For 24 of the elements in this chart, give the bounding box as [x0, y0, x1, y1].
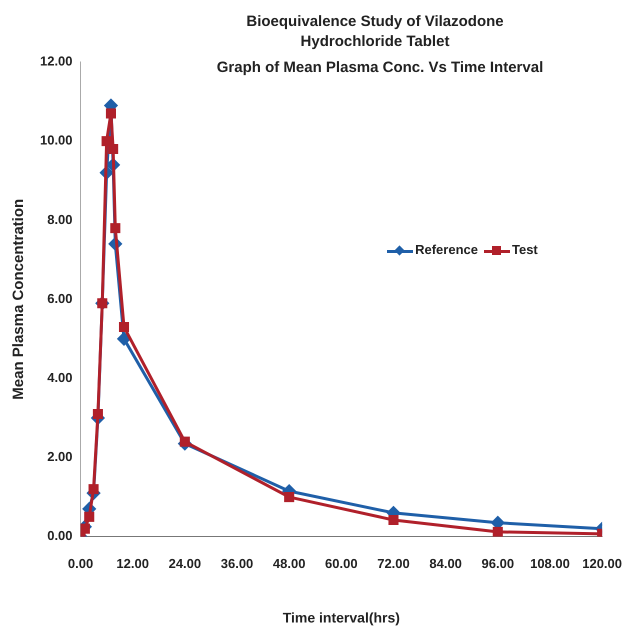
y-tick-label: 6.00: [47, 290, 73, 306]
x-tick-label: 120.00: [582, 556, 622, 571]
legend-label: Reference: [415, 242, 478, 258]
chart-title: Bioequivalence Study of Vilazodone Hydrochloride Tablet: [245, 12, 505, 52]
x-tick-label: 108.00: [530, 556, 570, 571]
x-tick-label: 60.00: [325, 556, 358, 571]
y-tick-label: 8.00: [47, 212, 73, 227]
y-tick-label: 4.00: [47, 370, 73, 385]
legend-label: Test: [512, 242, 538, 258]
x-tick-label: 36.00: [220, 556, 254, 571]
x-tick-label: 48.00: [272, 556, 306, 571]
y-tick-label: 10.00: [40, 132, 73, 148]
x-tick-label: 0.00: [68, 556, 94, 571]
chart-subtitle: Graph of Mean Plasma Conc. Vs Time Interval: [216, 58, 544, 78]
x-tick-label: 12.00: [116, 556, 149, 571]
y-tick-label: 2.00: [47, 449, 73, 464]
y-axis-title: Mean Plasma Concentration: [10, 198, 28, 400]
x-axis-title: Time interval(hrs): [282, 609, 400, 626]
x-tick-label: 96.00: [482, 556, 514, 571]
y-tick-label: 12.00: [40, 54, 73, 69]
x-tick-label: 84.00: [429, 556, 462, 571]
x-tick-label: 24.00: [168, 556, 202, 571]
x-tick-label: 72.00: [377, 556, 410, 571]
y-tick-label: 0.00: [47, 528, 73, 544]
